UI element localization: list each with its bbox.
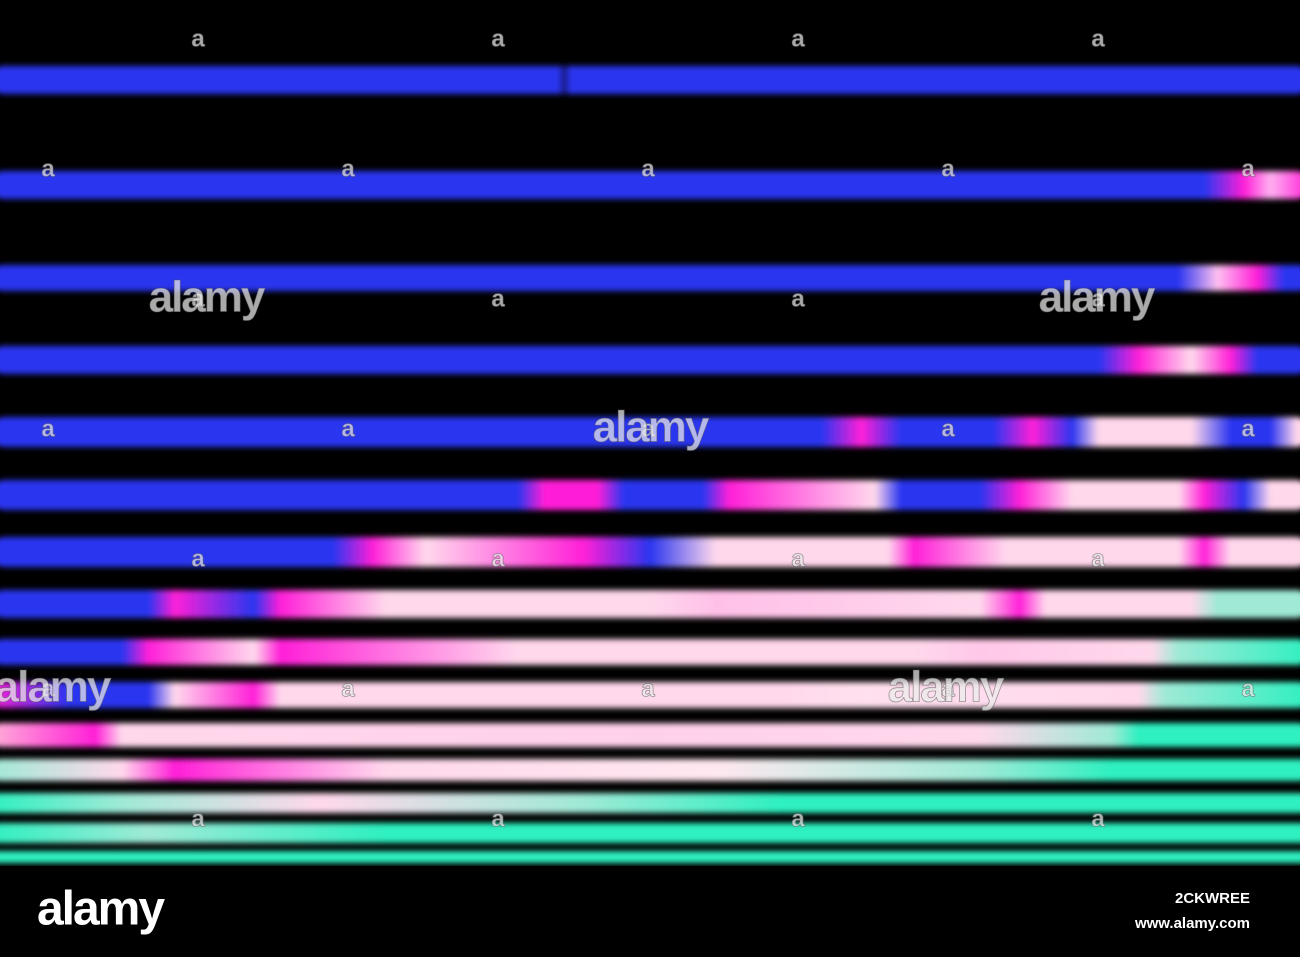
light-stripe — [0, 682, 1300, 708]
light-stripe — [0, 537, 1300, 567]
light-stripe — [0, 590, 1300, 618]
watermark-mark: a — [941, 415, 955, 442]
watermark-mark: a — [941, 675, 955, 702]
light-stripe — [0, 793, 1300, 813]
light-stripe — [0, 66, 1300, 94]
light-stripe — [0, 265, 1300, 291]
watermark-mark: a — [1241, 155, 1255, 182]
watermark-mark: a — [41, 415, 55, 442]
watermark-mark: a — [641, 675, 655, 702]
watermark-mark: a — [491, 805, 505, 832]
watermark-logo: alamy — [593, 403, 710, 452]
watermark-mark: a — [491, 25, 505, 52]
watermark-mark: a — [791, 545, 805, 572]
watermark-logo: alamy — [149, 273, 266, 322]
watermark-mark: a — [191, 805, 205, 832]
watermark-mark: a — [41, 155, 55, 182]
light-stripe — [0, 480, 1300, 510]
watermark-mark: a — [1091, 545, 1105, 572]
watermark-mark: a — [641, 415, 655, 442]
watermark-logo: alamy — [1039, 273, 1156, 322]
light-stripes — [0, 66, 1300, 863]
watermark-logo: alamy — [0, 663, 112, 712]
image-id: 2CKWREE — [1175, 890, 1250, 907]
watermark-mark: a — [341, 675, 355, 702]
watermark-mark: a — [1091, 805, 1105, 832]
light-stripe — [0, 759, 1300, 781]
light-stripe — [0, 823, 1300, 843]
watermark-logo: alamy — [888, 663, 1005, 712]
watermark-mark: a — [341, 155, 355, 182]
watermark-mark: a — [341, 415, 355, 442]
light-stripe — [0, 346, 1300, 374]
watermark-mark: a — [1241, 675, 1255, 702]
watermark-mark: a — [191, 545, 205, 572]
watermark-mark: a — [641, 155, 655, 182]
watermark-mark: a — [1091, 285, 1105, 312]
watermark-mark: a — [791, 285, 805, 312]
watermark-mark: a — [1091, 25, 1105, 52]
watermark-mark: a — [491, 285, 505, 312]
light-stripe — [0, 417, 1300, 447]
watermark-mark: a — [791, 805, 805, 832]
light-stripe — [0, 171, 1300, 199]
footer-bar — [0, 866, 1300, 957]
watermark-mark: a — [191, 285, 205, 312]
watermark-mark: a — [191, 25, 205, 52]
watermark-mark: a — [1241, 415, 1255, 442]
light-stripe — [0, 639, 1300, 665]
footer-logo: alamy — [37, 883, 165, 936]
watermark-mark: a — [791, 25, 805, 52]
watermark-mark: a — [941, 155, 955, 182]
watermark-mark: a — [41, 675, 55, 702]
site-url: www.alamy.com — [1134, 915, 1250, 932]
watermark-mark: a — [491, 545, 505, 572]
light-stripe — [0, 723, 1300, 747]
light-stripe — [0, 851, 1300, 863]
